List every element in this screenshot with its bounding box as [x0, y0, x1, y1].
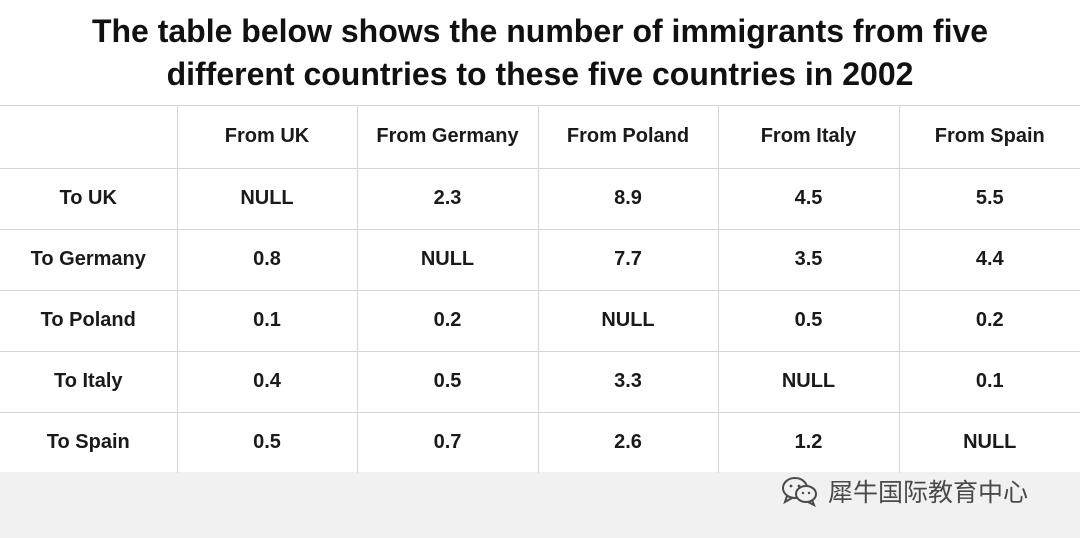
row-header: To Spain	[0, 412, 178, 473]
corner-cell	[0, 106, 178, 169]
table-cell: NULL	[718, 351, 900, 413]
table-header-row: From UK From Germany From Poland From It…	[0, 106, 1080, 169]
table-cell: 5.5	[899, 168, 1080, 230]
table-cell: NULL	[357, 229, 539, 291]
row-header: To Italy	[0, 351, 178, 413]
table-cell: 0.1	[177, 290, 358, 352]
column-header: From UK	[177, 106, 358, 169]
table-cell: 0.1	[899, 351, 1080, 413]
chart-title-line-1: The table below shows the number of immi…	[91, 12, 989, 49]
table-cell: 2.6	[538, 412, 719, 473]
table-cell: NULL	[177, 168, 358, 230]
data-table: From UK From Germany From Poland From It…	[0, 106, 1080, 473]
watermark-text: 犀牛国际教育中心	[828, 479, 1029, 507]
table-cell: 8.9	[538, 168, 719, 230]
table-card: The table below shows the number of immi…	[0, 0, 1080, 473]
row-header: To Germany	[0, 229, 178, 291]
table-cell: 4.5	[718, 168, 900, 230]
table-row: To Spain 0.5 0.7 2.6 1.2 NULL	[0, 412, 1080, 473]
chart-title-line-2: different countries to these five countr…	[166, 55, 914, 92]
table-cell: 0.8	[177, 229, 358, 291]
column-header: From Germany	[357, 106, 539, 169]
table-cell: 0.5	[177, 412, 358, 473]
column-header: From Spain	[899, 106, 1080, 169]
table-cell: 3.5	[718, 229, 900, 291]
table-cell: 0.5	[718, 290, 900, 352]
column-header: From Poland	[538, 106, 719, 169]
table-row: To UK NULL 2.3 8.9 4.5 5.5	[0, 168, 1080, 230]
row-header: To UK	[0, 168, 178, 230]
table-cell: 0.7	[357, 412, 539, 473]
table-cell: 0.2	[899, 290, 1080, 352]
column-header: From Italy	[718, 106, 900, 169]
row-header: To Poland	[0, 290, 178, 352]
table-cell: NULL	[538, 290, 719, 352]
chart-title: The table below shows the number of immi…	[0, 0, 1080, 106]
wechat-icon	[780, 475, 820, 507]
table-cell: 7.7	[538, 229, 719, 291]
table-cell: 4.4	[899, 229, 1080, 291]
table-row: To Italy 0.4 0.5 3.3 NULL 0.1	[0, 351, 1080, 413]
table-row: To Germany 0.8 NULL 7.7 3.5 4.4	[0, 229, 1080, 291]
table-row: To Poland 0.1 0.2 NULL 0.5 0.2	[0, 290, 1080, 352]
table-cell: 0.4	[177, 351, 358, 413]
table-cell: 0.5	[357, 351, 539, 413]
table-cell: NULL	[963, 431, 1017, 454]
table-cell: 1.2	[718, 412, 900, 473]
table-cell: 3.3	[538, 351, 719, 413]
watermark: 犀牛国际教育中心	[780, 474, 1028, 508]
table-cell: 2.3	[357, 168, 539, 230]
table-cell: 0.2	[357, 290, 539, 352]
